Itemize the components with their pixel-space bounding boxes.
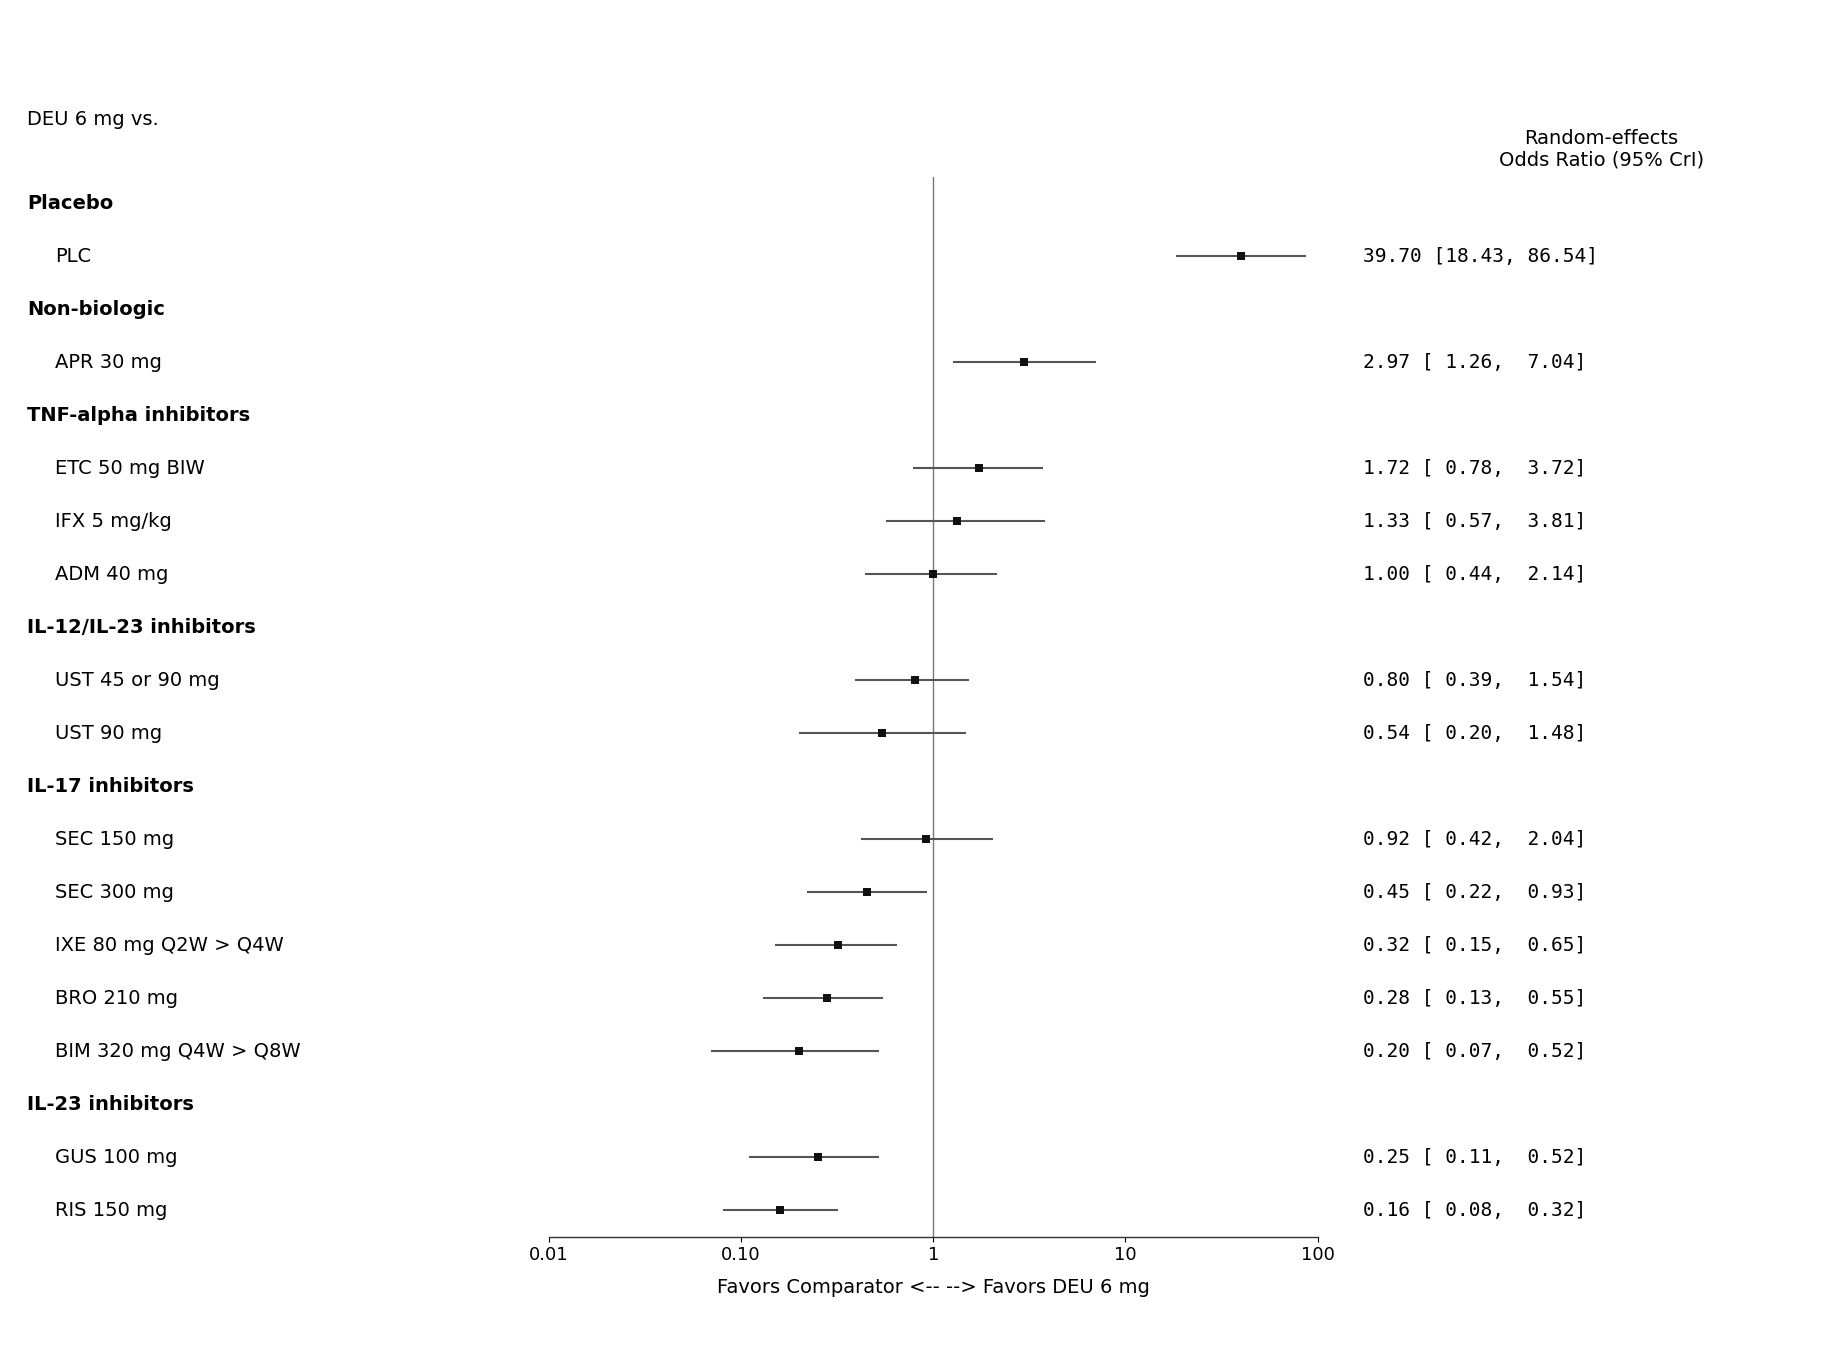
Text: ADM 40 mg: ADM 40 mg (55, 565, 168, 583)
Text: BIM 320 mg Q4W > Q8W: BIM 320 mg Q4W > Q8W (55, 1042, 300, 1060)
Text: BRO 210 mg: BRO 210 mg (55, 989, 178, 1007)
Text: UST 45 or 90 mg: UST 45 or 90 mg (55, 671, 220, 689)
Text: 39.70 [18.43, 86.54]: 39.70 [18.43, 86.54] (1363, 247, 1598, 265)
Text: TNF-alpha inhibitors: TNF-alpha inhibitors (27, 406, 251, 424)
Text: 2.97 [ 1.26,  7.04]: 2.97 [ 1.26, 7.04] (1363, 353, 1587, 371)
Text: APR 30 mg: APR 30 mg (55, 353, 161, 371)
Text: 0.45 [ 0.22,  0.93]: 0.45 [ 0.22, 0.93] (1363, 883, 1587, 901)
Text: IXE 80 mg Q2W > Q4W: IXE 80 mg Q2W > Q4W (55, 936, 284, 954)
Text: RIS 150 mg: RIS 150 mg (55, 1201, 167, 1219)
Text: UST 90 mg: UST 90 mg (55, 724, 163, 742)
Text: 0.92 [ 0.42,  2.04]: 0.92 [ 0.42, 2.04] (1363, 830, 1587, 848)
Text: IFX 5 mg/kg: IFX 5 mg/kg (55, 512, 172, 530)
Text: SEC 300 mg: SEC 300 mg (55, 883, 174, 901)
Text: Random-effects
Odds Ratio (95% CrI): Random-effects Odds Ratio (95% CrI) (1499, 129, 1704, 170)
Text: 1.72 [ 0.78,  3.72]: 1.72 [ 0.78, 3.72] (1363, 459, 1587, 477)
Text: Placebo: Placebo (27, 194, 113, 212)
Text: IL-17 inhibitors: IL-17 inhibitors (27, 777, 194, 795)
Text: IL-12/IL-23 inhibitors: IL-12/IL-23 inhibitors (27, 618, 256, 636)
Text: DEU 6 mg vs.: DEU 6 mg vs. (27, 110, 159, 129)
Text: SEC 150 mg: SEC 150 mg (55, 830, 174, 848)
Text: 1.33 [ 0.57,  3.81]: 1.33 [ 0.57, 3.81] (1363, 512, 1587, 530)
Text: 0.28 [ 0.13,  0.55]: 0.28 [ 0.13, 0.55] (1363, 989, 1587, 1007)
Text: IL-23 inhibitors: IL-23 inhibitors (27, 1095, 194, 1113)
Text: 1.00 [ 0.44,  2.14]: 1.00 [ 0.44, 2.14] (1363, 565, 1587, 583)
Text: ETC 50 mg BIW: ETC 50 mg BIW (55, 459, 205, 477)
Text: 0.80 [ 0.39,  1.54]: 0.80 [ 0.39, 1.54] (1363, 671, 1587, 689)
Text: 0.20 [ 0.07,  0.52]: 0.20 [ 0.07, 0.52] (1363, 1042, 1587, 1060)
Text: 0.54 [ 0.20,  1.48]: 0.54 [ 0.20, 1.48] (1363, 724, 1587, 742)
Text: PLC: PLC (55, 247, 92, 265)
Text: Non-biologic: Non-biologic (27, 300, 165, 318)
Text: 0.25 [ 0.11,  0.52]: 0.25 [ 0.11, 0.52] (1363, 1148, 1587, 1166)
Text: 0.32 [ 0.15,  0.65]: 0.32 [ 0.15, 0.65] (1363, 936, 1587, 954)
Text: GUS 100 mg: GUS 100 mg (55, 1148, 178, 1166)
Text: 0.16 [ 0.08,  0.32]: 0.16 [ 0.08, 0.32] (1363, 1201, 1587, 1219)
X-axis label: Favors Comparator <-- --> Favors DEU 6 mg: Favors Comparator <-- --> Favors DEU 6 m… (717, 1279, 1149, 1298)
